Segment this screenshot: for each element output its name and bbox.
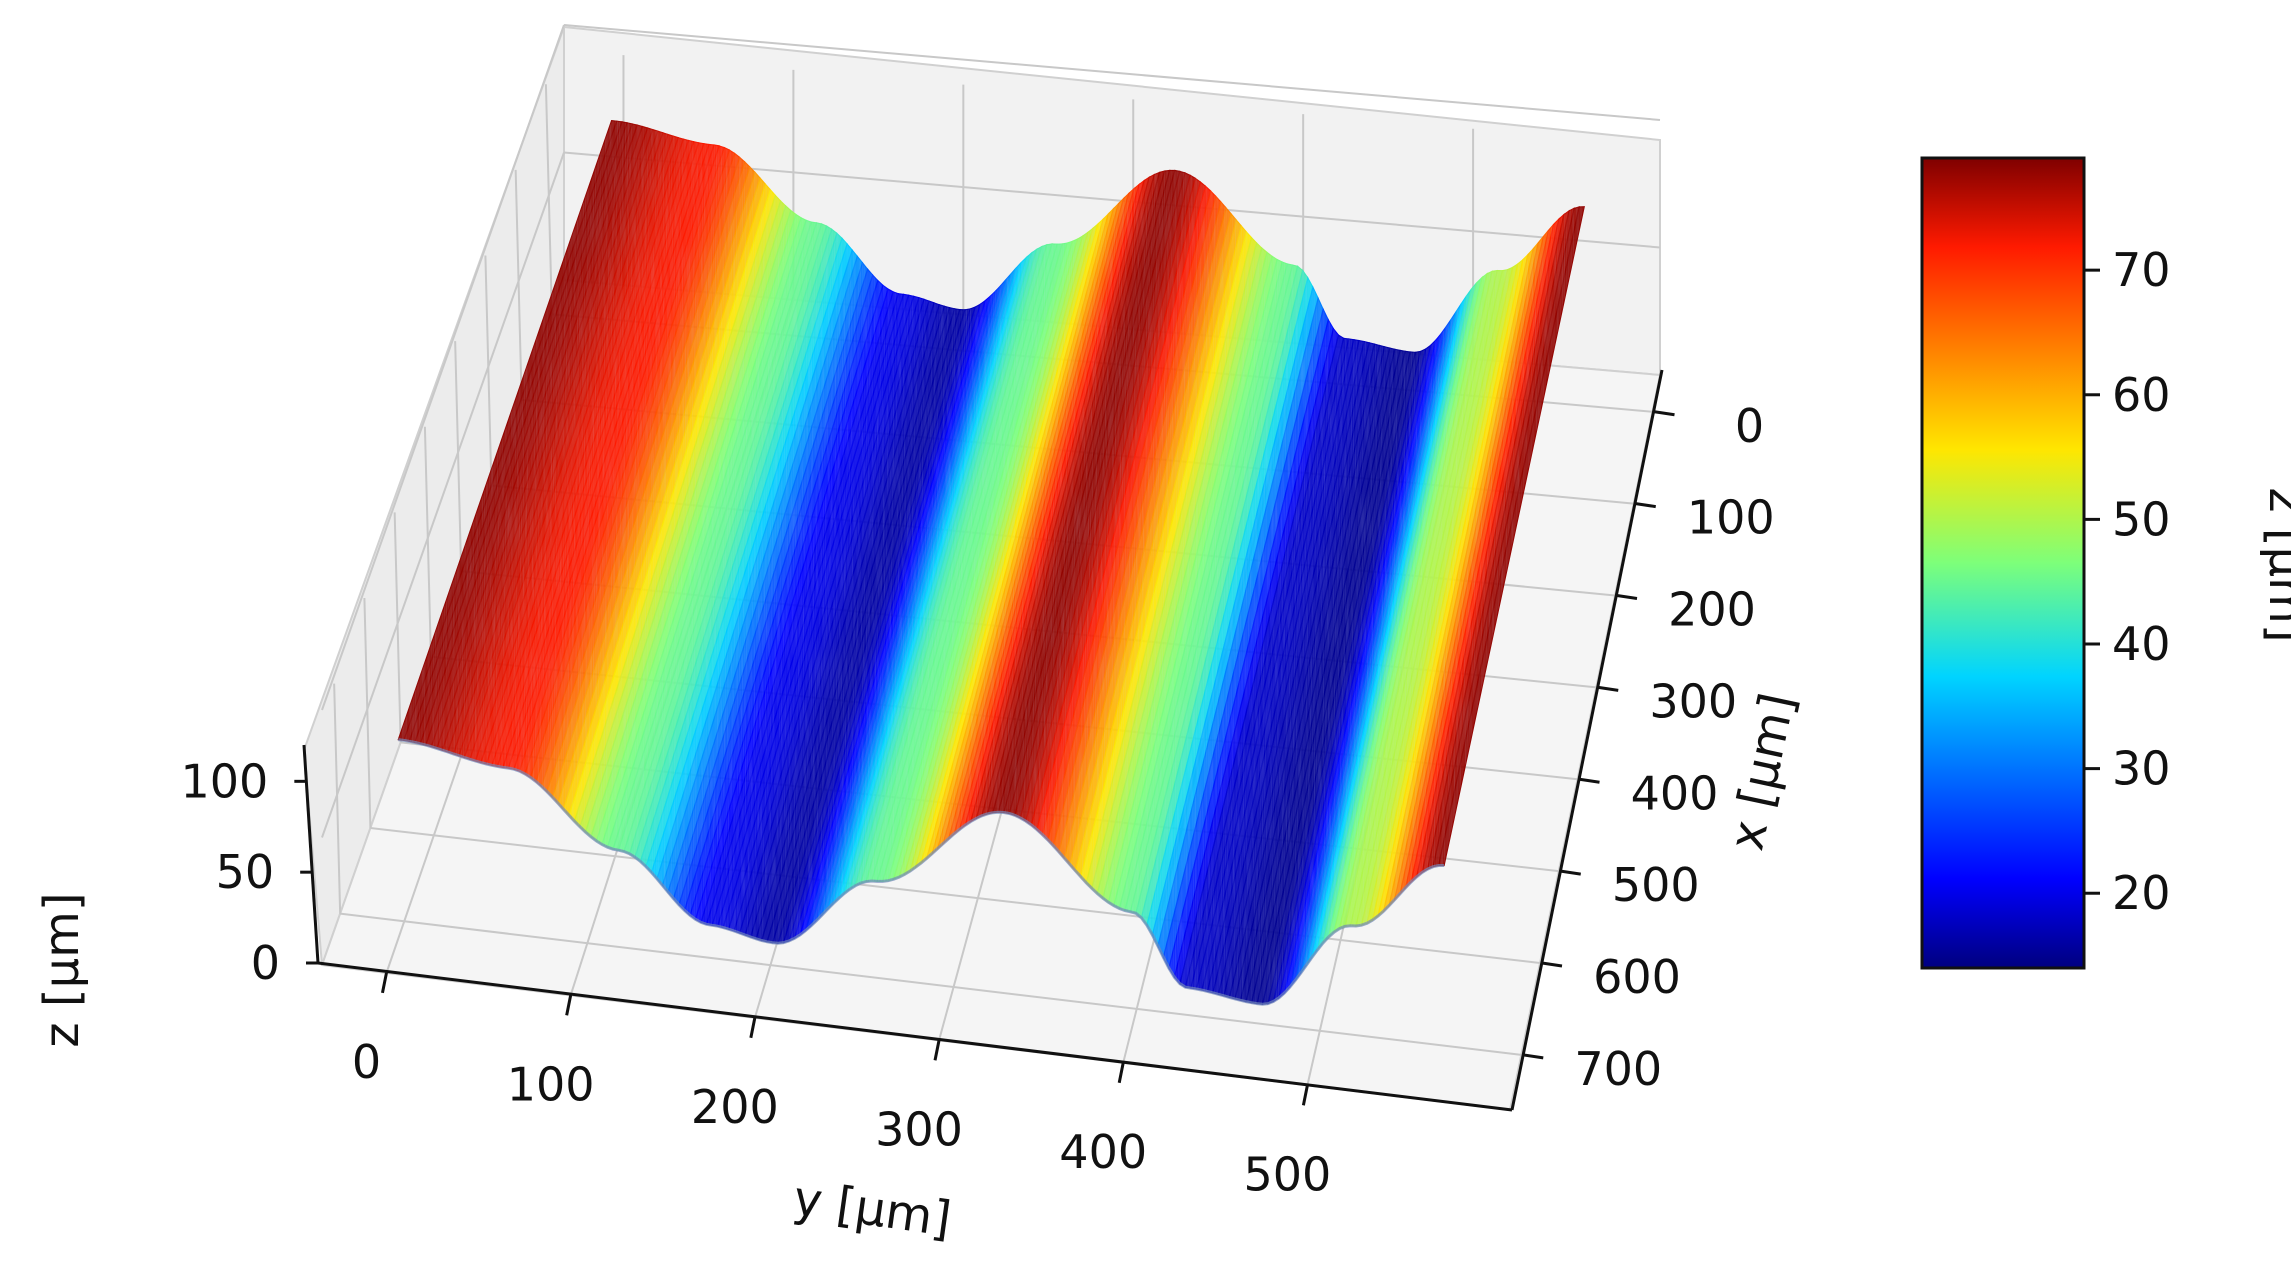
y-tick-label: 200 bbox=[691, 1080, 779, 1134]
side-grid-x bbox=[514, 169, 523, 400]
y-tick-label: 500 bbox=[1243, 1147, 1331, 1201]
side-grid-x bbox=[454, 341, 463, 572]
z-tick-label: 0 bbox=[251, 936, 280, 990]
colorbar-gradient bbox=[1920, 156, 2086, 970]
side-grid-x bbox=[544, 84, 553, 315]
x-tick-label: 200 bbox=[1668, 583, 1756, 637]
surface-texture bbox=[398, 120, 1585, 1005]
y-tick-label: 0 bbox=[352, 1035, 381, 1089]
colorbar-tick-label: 40 bbox=[2112, 617, 2171, 671]
colorbar-tick-label: 50 bbox=[2112, 492, 2171, 546]
y-axis-line bbox=[317, 961, 1513, 1112]
y-tick-label: 300 bbox=[875, 1102, 963, 1156]
y-tick bbox=[1117, 1062, 1125, 1084]
x-tick bbox=[1541, 961, 1563, 968]
colorbar-tick-label: 70 bbox=[2112, 243, 2171, 297]
y-tick bbox=[933, 1040, 941, 1061]
z-ticks: 0 50 100 bbox=[181, 754, 318, 990]
y-tick bbox=[380, 972, 388, 994]
x-tick bbox=[1654, 410, 1675, 417]
surface-plot bbox=[397, 119, 1585, 1006]
y-tick bbox=[1301, 1084, 1309, 1106]
side-grid-x bbox=[484, 255, 493, 486]
side-grid-z bbox=[321, 152, 565, 838]
colorbar: 20 30 40 50 60 70 z [μm] bbox=[1920, 156, 2291, 970]
x-axis-line bbox=[1510, 369, 1664, 1111]
x-tick-label: 500 bbox=[1612, 858, 1700, 912]
x-tick-label: 400 bbox=[1631, 766, 1719, 820]
x-tick-label: 600 bbox=[1593, 950, 1681, 1004]
x-tick bbox=[1598, 685, 1619, 692]
z-axis-label: z [μm] bbox=[34, 892, 90, 1047]
back-grid-z bbox=[563, 24, 1661, 121]
colorbar-tick-label: 20 bbox=[2112, 866, 2171, 920]
colorbar-tick-label: 30 bbox=[2112, 742, 2171, 796]
colorbar-label: z [μm] bbox=[2258, 487, 2291, 642]
y-tick-label: 400 bbox=[1059, 1125, 1147, 1179]
x-tick bbox=[1560, 869, 1581, 876]
x-tick bbox=[1579, 777, 1600, 784]
colorbar-tick-label: 60 bbox=[2112, 368, 2171, 422]
colorbar-ticks: 20 30 40 50 60 70 bbox=[2084, 243, 2171, 920]
x-tick bbox=[1635, 502, 1656, 509]
z-tick-label: 100 bbox=[181, 754, 269, 808]
x-tick-label: 700 bbox=[1574, 1042, 1662, 1096]
y-tick bbox=[749, 1017, 757, 1039]
x-tick-label: 300 bbox=[1649, 674, 1737, 728]
side-grid-x bbox=[333, 683, 342, 914]
z-tick-label: 50 bbox=[216, 845, 275, 899]
x-tick bbox=[1616, 594, 1638, 600]
y-tick bbox=[565, 995, 573, 1016]
x-tick-label: 100 bbox=[1687, 491, 1775, 545]
y-ticks: 0 100 200 300 400 500 bbox=[352, 972, 1331, 1201]
y-tick-label: 100 bbox=[507, 1057, 595, 1111]
floor-grid-x bbox=[370, 827, 1541, 964]
x-tick-label: 0 bbox=[1735, 399, 1764, 453]
y-axis-label: y [μm] bbox=[790, 1170, 955, 1248]
side-grid-x bbox=[423, 426, 432, 657]
x-ticks: 0 100 200 300 400 500 600 700 bbox=[1523, 399, 1775, 1096]
floor-grid-x bbox=[340, 912, 1522, 1056]
side-grid-x bbox=[363, 597, 372, 829]
side-grid-z bbox=[321, 24, 565, 711]
side-grid-x bbox=[393, 512, 402, 743]
x-tick bbox=[1523, 1053, 1544, 1060]
